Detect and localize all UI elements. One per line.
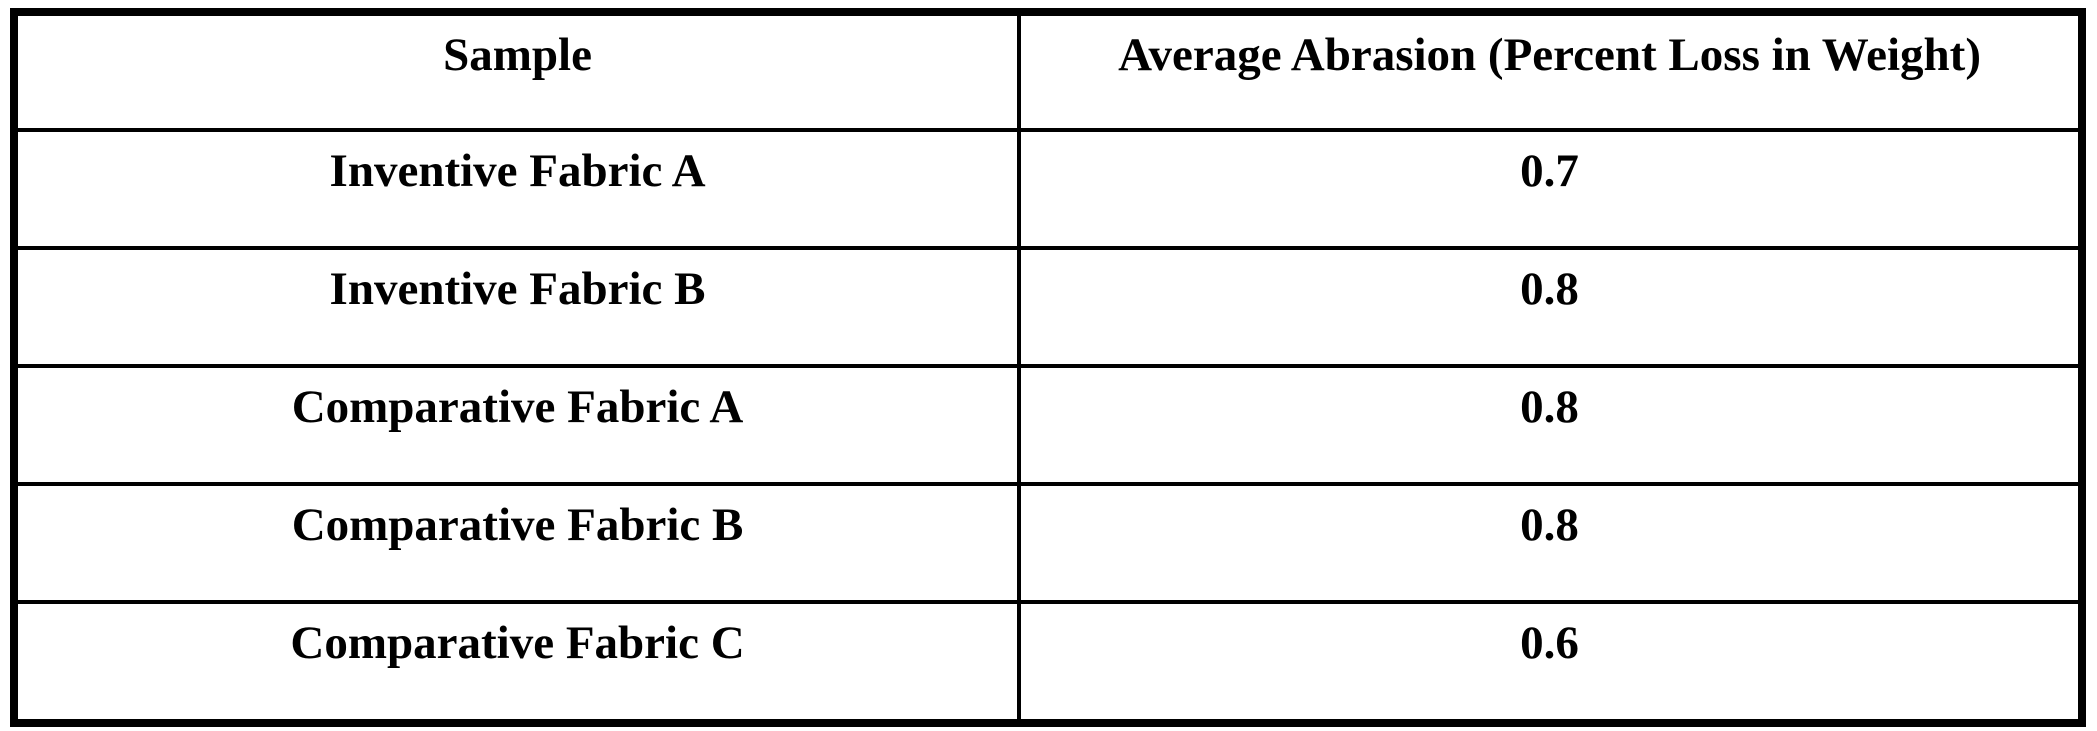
- sample-cell: Comparative Fabric C: [11, 600, 1022, 725]
- value-cell: 0.6: [1017, 600, 2084, 725]
- sample-cell: Comparative Fabric A: [11, 364, 1022, 486]
- value-cell: 0.8: [1017, 364, 2084, 486]
- table-row: Inventive Fabric A 0.7: [11, 128, 2084, 250]
- abrasion-results-table: Sample Average Abrasion (Percent Loss in…: [10, 8, 2086, 727]
- value-cell: 0.7: [1017, 128, 2084, 250]
- table-row: Comparative Fabric A 0.8: [11, 364, 2084, 486]
- sample-cell: Inventive Fabric A: [11, 128, 1022, 250]
- value-cell: 0.8: [1017, 482, 2084, 604]
- table-row: Comparative Fabric C 0.6: [11, 600, 2084, 725]
- sample-cell: Comparative Fabric B: [11, 482, 1022, 604]
- table-row: Comparative Fabric B 0.8: [11, 482, 2084, 604]
- sample-cell: Inventive Fabric B: [11, 246, 1022, 368]
- column-header-average-abrasion: Average Abrasion (Percent Loss in Weight…: [1017, 10, 2084, 132]
- value-cell: 0.8: [1017, 246, 2084, 368]
- header-row: Sample Average Abrasion (Percent Loss in…: [11, 10, 2084, 132]
- column-header-sample: Sample: [11, 10, 1022, 132]
- table-row: Inventive Fabric B 0.8: [11, 246, 2084, 368]
